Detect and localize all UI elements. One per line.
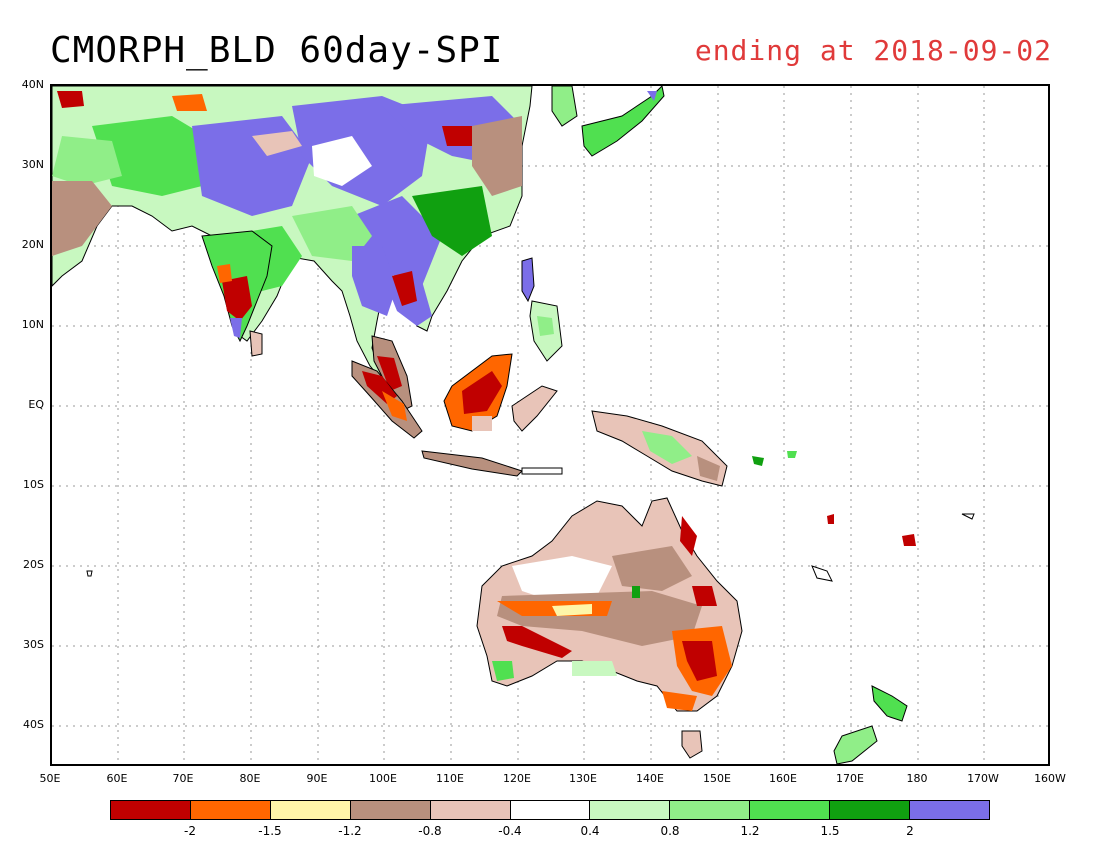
new-zealand-islands — [833, 685, 908, 764]
legend-label: 1.5 — [820, 824, 840, 838]
japan-islands — [551, 86, 665, 157]
map-title: CMORPH_BLD 60day-SPI — [50, 30, 504, 71]
map-canvas — [52, 86, 1048, 764]
lat-label: 10N — [21, 318, 44, 331]
lon-label: 160W — [1034, 772, 1066, 785]
philippines-islands — [521, 257, 563, 362]
lon-label: 160E — [769, 772, 797, 785]
lon-label: 130E — [569, 772, 597, 785]
lat-label: 30N — [21, 158, 44, 171]
lon-label: 50E — [39, 772, 61, 785]
legend-swatch — [590, 801, 671, 819]
legend-label: 0.4 — [580, 824, 600, 838]
lon-label: 120E — [503, 772, 531, 785]
lat-label: 40N — [21, 78, 44, 91]
map-panel — [50, 84, 1050, 766]
lat-label: 30S — [23, 638, 44, 651]
legend-swatch — [510, 801, 591, 819]
legend-swatch — [830, 801, 911, 819]
legend-swatch — [910, 801, 989, 819]
lon-label: 170E — [836, 772, 864, 785]
lon-label: 110E — [436, 772, 464, 785]
map-date: ending at 2018-09-02 — [694, 34, 1052, 67]
tasmania-island — [681, 730, 703, 759]
lon-label: 90E — [306, 772, 328, 785]
lon-label: 140E — [636, 772, 664, 785]
lat-label: EQ — [28, 398, 44, 411]
sumatra-island — [351, 360, 423, 439]
lon-label: 170W — [967, 772, 999, 785]
java-island — [421, 385, 563, 477]
lat-label: 20S — [23, 558, 44, 571]
legend-swatch — [111, 801, 191, 819]
legend-label: -2 — [184, 824, 196, 838]
legend-swatch — [270, 801, 351, 819]
legend-label: -0.8 — [418, 824, 442, 838]
legend-label: -0.4 — [498, 824, 522, 838]
legend-label: 2 — [906, 824, 914, 838]
lon-label: 70E — [172, 772, 194, 785]
lon-label: 80E — [239, 772, 261, 785]
legend-swatch — [750, 801, 831, 819]
lat-label: 20N — [21, 238, 44, 251]
legend-colorbar — [110, 800, 990, 820]
legend-label: -1.2 — [338, 824, 362, 838]
lon-label: 150E — [703, 772, 731, 785]
legend-swatch — [190, 801, 271, 819]
lon-label: 100E — [369, 772, 397, 785]
legend-swatch — [350, 801, 431, 819]
pacific-islands — [86, 451, 975, 582]
lon-label: 180 — [906, 772, 928, 785]
lat-label: 10S — [23, 478, 44, 491]
asia-landmass — [52, 86, 533, 399]
lon-label: 60E — [106, 772, 128, 785]
legend-label: 0.8 — [660, 824, 680, 838]
legend-swatch — [670, 801, 751, 819]
lat-label: 40S — [23, 718, 44, 731]
legend-label: -1.5 — [258, 824, 282, 838]
australia-landmass — [476, 497, 743, 712]
borneo-island — [443, 353, 513, 432]
legend-swatch — [430, 801, 511, 819]
india-landmass — [201, 230, 273, 357]
new-guinea-island — [591, 410, 728, 487]
legend-label: 1.2 — [740, 824, 760, 838]
